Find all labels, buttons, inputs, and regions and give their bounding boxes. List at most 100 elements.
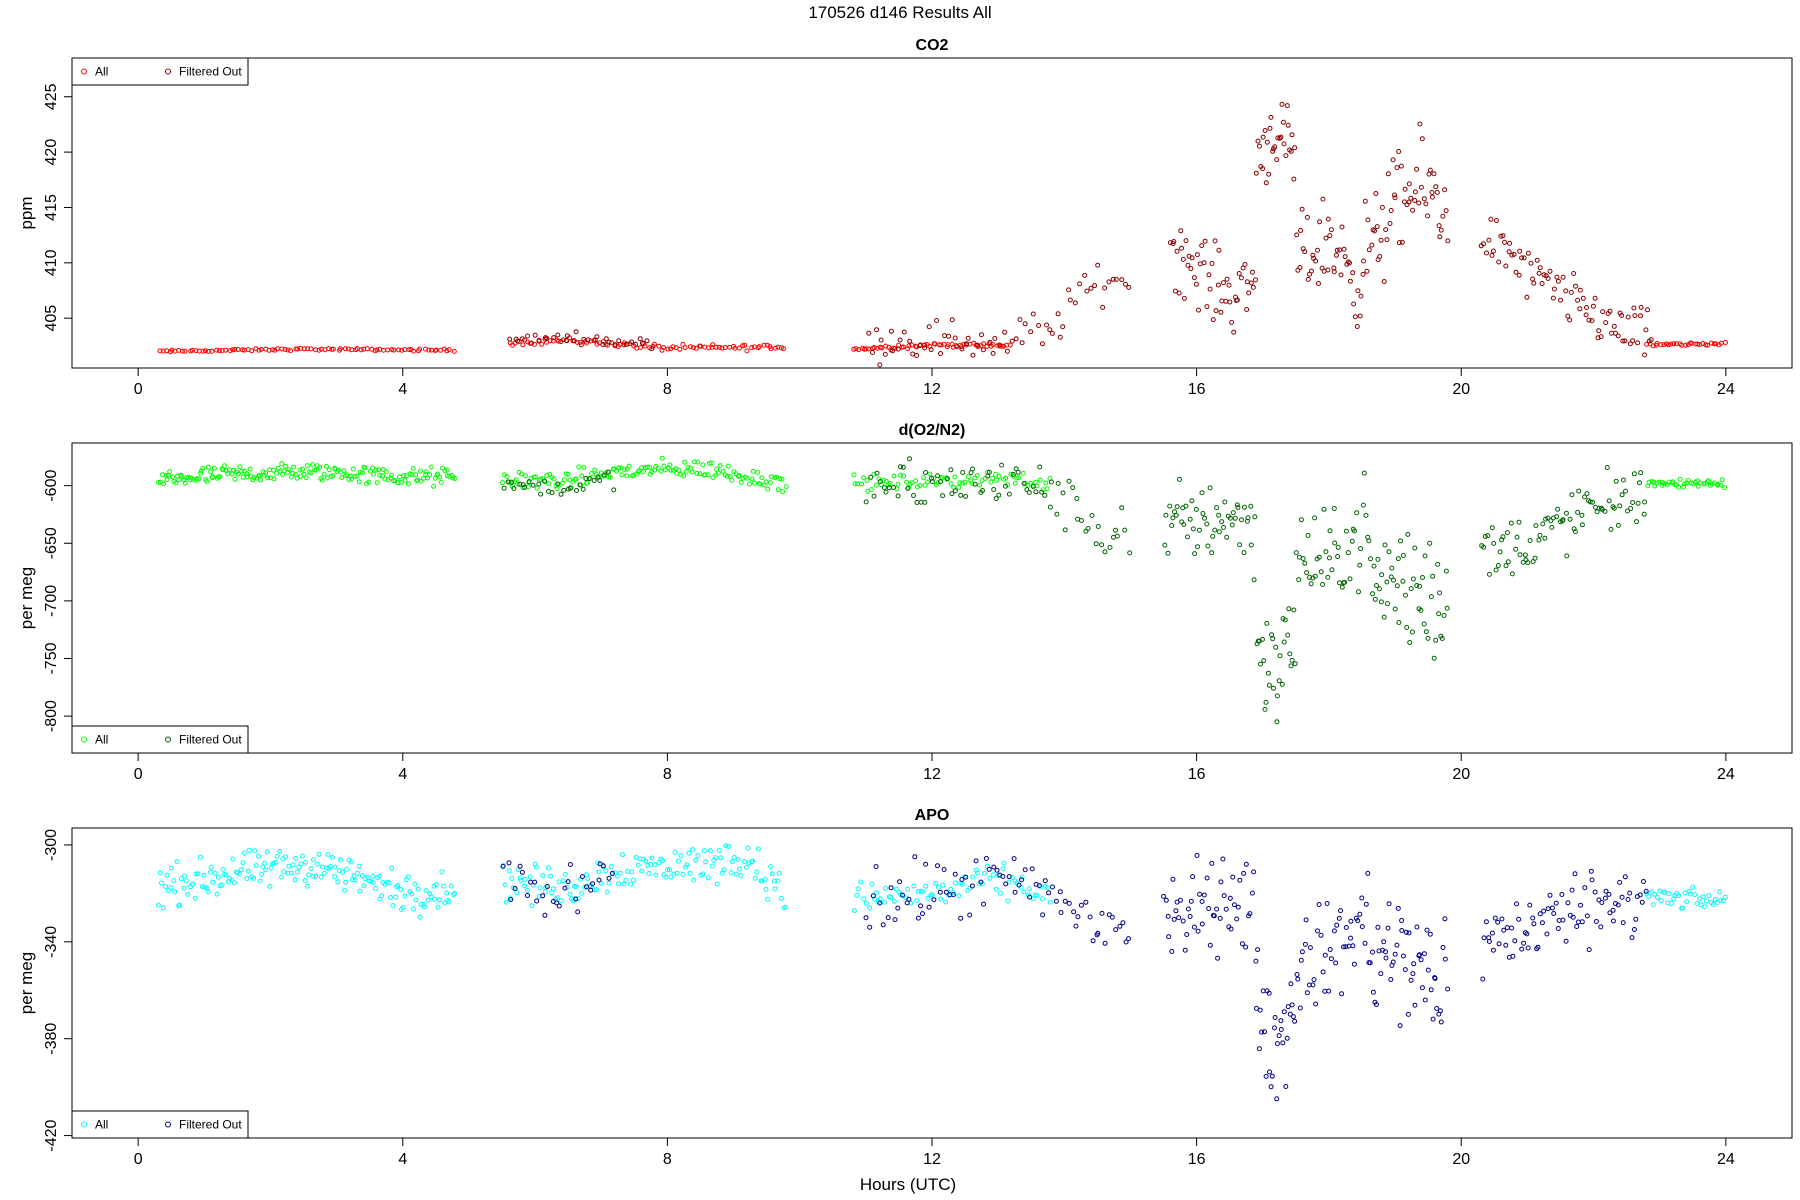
data-point: [1173, 288, 1178, 294]
data-point: [1425, 635, 1431, 641]
data-point: [755, 846, 761, 852]
data-point: [1262, 706, 1268, 712]
data-point: [1421, 196, 1427, 202]
data-point: [1030, 484, 1036, 489]
data-point: [646, 871, 652, 876]
data-point: [558, 339, 564, 344]
data-point: [935, 480, 941, 486]
data-point: [870, 350, 875, 355]
data-point: [1207, 286, 1213, 292]
data-point: [417, 346, 423, 352]
data-point: [166, 888, 171, 894]
data-point: [1517, 248, 1523, 254]
data-point: [952, 335, 958, 341]
data-point: [1200, 511, 1206, 516]
data-point: [970, 466, 975, 472]
data-point: [1294, 972, 1300, 977]
data-point: [1519, 946, 1525, 952]
data-point: [1606, 498, 1612, 504]
data-point: [1268, 114, 1274, 120]
data-point: [229, 471, 235, 477]
data-point: [743, 864, 749, 870]
data-point: [1000, 866, 1006, 872]
data-point: [644, 338, 650, 344]
data-point: [603, 336, 609, 342]
data-point: [1283, 1084, 1289, 1089]
data-point: [667, 867, 673, 873]
data-point: [179, 348, 185, 354]
data-point: [922, 482, 928, 488]
data-point: [253, 863, 259, 869]
data-point: [735, 856, 741, 862]
data-point: [765, 486, 771, 492]
data-point: [241, 850, 247, 856]
data-point: [1536, 270, 1542, 276]
data-point: [524, 887, 530, 893]
data-point: [337, 857, 343, 863]
data-point: [880, 922, 886, 928]
data-point: [1046, 890, 1052, 896]
data-point: [1034, 893, 1040, 898]
data-point: [710, 475, 716, 480]
data-point: [515, 481, 521, 487]
data-point: [1307, 945, 1313, 951]
data-point: [1493, 218, 1499, 223]
data-point: [1255, 947, 1261, 953]
data-point: [705, 875, 711, 881]
data-point: [1381, 939, 1387, 945]
data-point: [1339, 991, 1345, 997]
data-point: [981, 341, 987, 347]
data-point: [285, 347, 291, 353]
data-point: [1185, 534, 1190, 540]
data-point: [1588, 868, 1594, 874]
data-point: [310, 873, 316, 879]
data-point: [1372, 228, 1377, 234]
data-point: [663, 874, 669, 880]
data-point: [1298, 228, 1304, 233]
data-point: [583, 476, 589, 481]
data-point: [900, 892, 905, 898]
data-point: [244, 471, 250, 477]
data-point: [1323, 235, 1329, 241]
data-point: [1106, 279, 1112, 285]
data-point: [542, 912, 548, 918]
data-point: [768, 864, 774, 870]
data-point: [750, 468, 756, 474]
data-point: [1433, 637, 1439, 643]
data-point: [855, 886, 861, 892]
data-point: [1481, 241, 1486, 247]
data-point: [897, 879, 903, 885]
data-point: [1394, 165, 1400, 171]
data-point: [661, 345, 666, 350]
data-point: [1281, 1009, 1287, 1015]
data-point: [1378, 237, 1384, 243]
panel-title: CO2: [916, 37, 949, 54]
data-point: [326, 346, 331, 352]
data-point: [1442, 956, 1448, 962]
data-point: [397, 474, 402, 480]
data-point: [1584, 913, 1590, 919]
data-point: [953, 880, 958, 886]
data-point: [529, 340, 534, 346]
data-point: [562, 871, 568, 877]
data-point: [694, 470, 700, 476]
data-point: [754, 869, 760, 875]
data-point: [1243, 861, 1249, 867]
data-point: [1224, 276, 1230, 282]
data-point: [780, 346, 786, 352]
data-point: [273, 859, 279, 865]
data-point: [994, 477, 999, 483]
data-point: [1359, 895, 1365, 901]
data-point: [1379, 205, 1385, 210]
data-point: [303, 859, 309, 865]
data-point: [997, 342, 1003, 348]
data-point: [1302, 560, 1308, 566]
data-point: [374, 347, 380, 353]
data-point: [561, 477, 567, 483]
data-point: [1292, 145, 1298, 151]
data-point: [1629, 935, 1635, 941]
data-point: [1297, 1005, 1303, 1011]
data-point: [169, 347, 175, 353]
data-point: [1033, 489, 1039, 495]
data-point: [1366, 538, 1372, 544]
